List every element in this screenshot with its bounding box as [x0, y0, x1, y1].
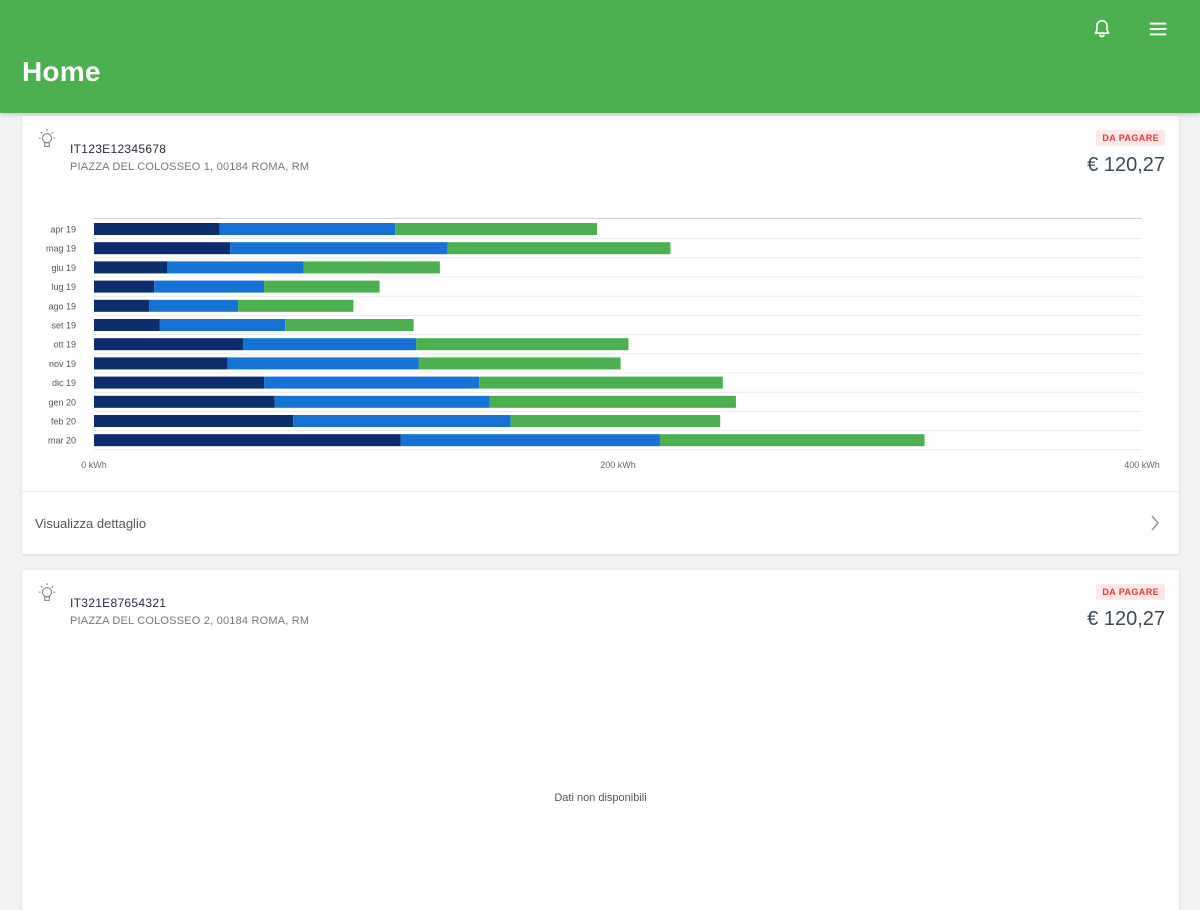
chart-category-label: dic 19: [52, 378, 76, 388]
view-detail-label: Visualizza dettaglio: [35, 516, 147, 531]
bell-icon: [1094, 19, 1110, 38]
chart-bar-segment: [479, 376, 723, 389]
page-title: Home: [22, 56, 101, 87]
view-detail-link[interactable]: Visualizza dettaglio: [22, 492, 1179, 554]
chart-category-label: apr 19: [50, 225, 76, 235]
chart-bar-segment: [447, 242, 671, 255]
supply-card: IT123E12345678 PIAZZA DEL COLOSSEO 1, 00…: [22, 116, 1179, 554]
chart-bar-segment: [418, 357, 621, 370]
chart-bar-segment: [303, 261, 440, 274]
chart-bar-segment: [94, 242, 231, 255]
notifications-button[interactable]: [1087, 14, 1117, 44]
chart-category-label: lug 19: [51, 282, 76, 292]
chart-bar-segment: [293, 415, 511, 427]
pod-code: IT123E12345678: [70, 142, 167, 156]
chart-bar-segment: [274, 395, 490, 408]
status-badge: DA PAGARE: [1096, 584, 1165, 600]
chart-bar-segment: [238, 299, 354, 312]
chart-category-label: ott 19: [53, 340, 76, 350]
chart-bar-segment: [285, 319, 414, 331]
chart-bar-segment: [154, 280, 265, 293]
chart-bar-segment: [395, 223, 598, 235]
app-bar: Home: [0, 0, 1200, 113]
chart-bar-segment: [230, 242, 448, 255]
chart-bar-segment: [94, 338, 244, 351]
chart-bar-segment: [659, 434, 925, 447]
chart-bar-segment: [264, 280, 380, 293]
chart-category-label: mag 19: [46, 244, 76, 254]
divider: [22, 491, 1179, 492]
chart-bar-segment: [94, 280, 155, 293]
chart-bar-segment: [400, 434, 660, 447]
chart-bar-segment: [94, 261, 168, 274]
chart-bar-segment: [149, 299, 239, 312]
chart-bar-segment: [167, 261, 304, 274]
supply-card: IT321E87654321 PIAZZA DEL COLOSSEO 2, 00…: [22, 570, 1179, 910]
chart-category-label: nov 19: [49, 359, 76, 369]
chevron-right-icon: [1151, 515, 1160, 531]
chart-bar-segment: [94, 376, 265, 389]
supply-address: PIAZZA DEL COLOSSEO 1, 00184 ROMA, RM: [70, 161, 310, 173]
lightbulb-icon: [38, 129, 56, 147]
chart-bar-segment: [94, 395, 275, 408]
chart-category-label: ago 19: [48, 301, 76, 311]
bill-amount: € 120,27: [1087, 154, 1165, 176]
chart-bar-segment: [159, 319, 286, 331]
bill-amount: € 120,27: [1087, 608, 1165, 630]
chart-bar-segment: [264, 376, 480, 389]
chart-bar-segment: [219, 223, 396, 235]
chart-bar-segment: [94, 357, 228, 370]
chart-category-label: set 19: [51, 321, 76, 331]
menu-icon: [1149, 22, 1167, 36]
chart-x-tick-label: 200 kWh: [600, 460, 636, 470]
chart-category-label: gen 20: [48, 397, 76, 407]
chart-bar-segment: [510, 415, 721, 427]
chart-category-label: feb 20: [51, 417, 76, 427]
chart-bar-segment: [227, 357, 419, 370]
supply-address: PIAZZA DEL COLOSSEO 2, 00184 ROMA, RM: [70, 615, 310, 627]
chart-bar-segment: [94, 319, 160, 331]
chart-category-label: giu 19: [51, 263, 76, 273]
status-badge: DA PAGARE: [1096, 130, 1165, 146]
chart-bar-segment: [94, 415, 294, 427]
chart-bar-segment: [94, 223, 220, 235]
no-data-message: Dati non disponibili: [554, 792, 647, 804]
chart-category-label: mar 20: [48, 436, 76, 446]
chart-x-tick-label: 400 kWh: [1124, 460, 1160, 470]
chart-bar-segment: [94, 299, 150, 312]
chart-bar-segment: [243, 338, 417, 351]
chart-bar-segment: [416, 338, 629, 351]
chart-bar-segment: [94, 434, 401, 447]
menu-button[interactable]: [1143, 14, 1173, 44]
chart-bar-segment: [489, 395, 736, 408]
lightbulb-icon: [38, 583, 56, 601]
pod-code: IT321E87654321: [70, 596, 167, 610]
chart-x-tick-label: 0 kWh: [81, 460, 107, 470]
consumption-chart: apr 19 mag 19 giu 19 lug 19 ago 19 set 19 ott …: [46, 217, 1160, 470]
